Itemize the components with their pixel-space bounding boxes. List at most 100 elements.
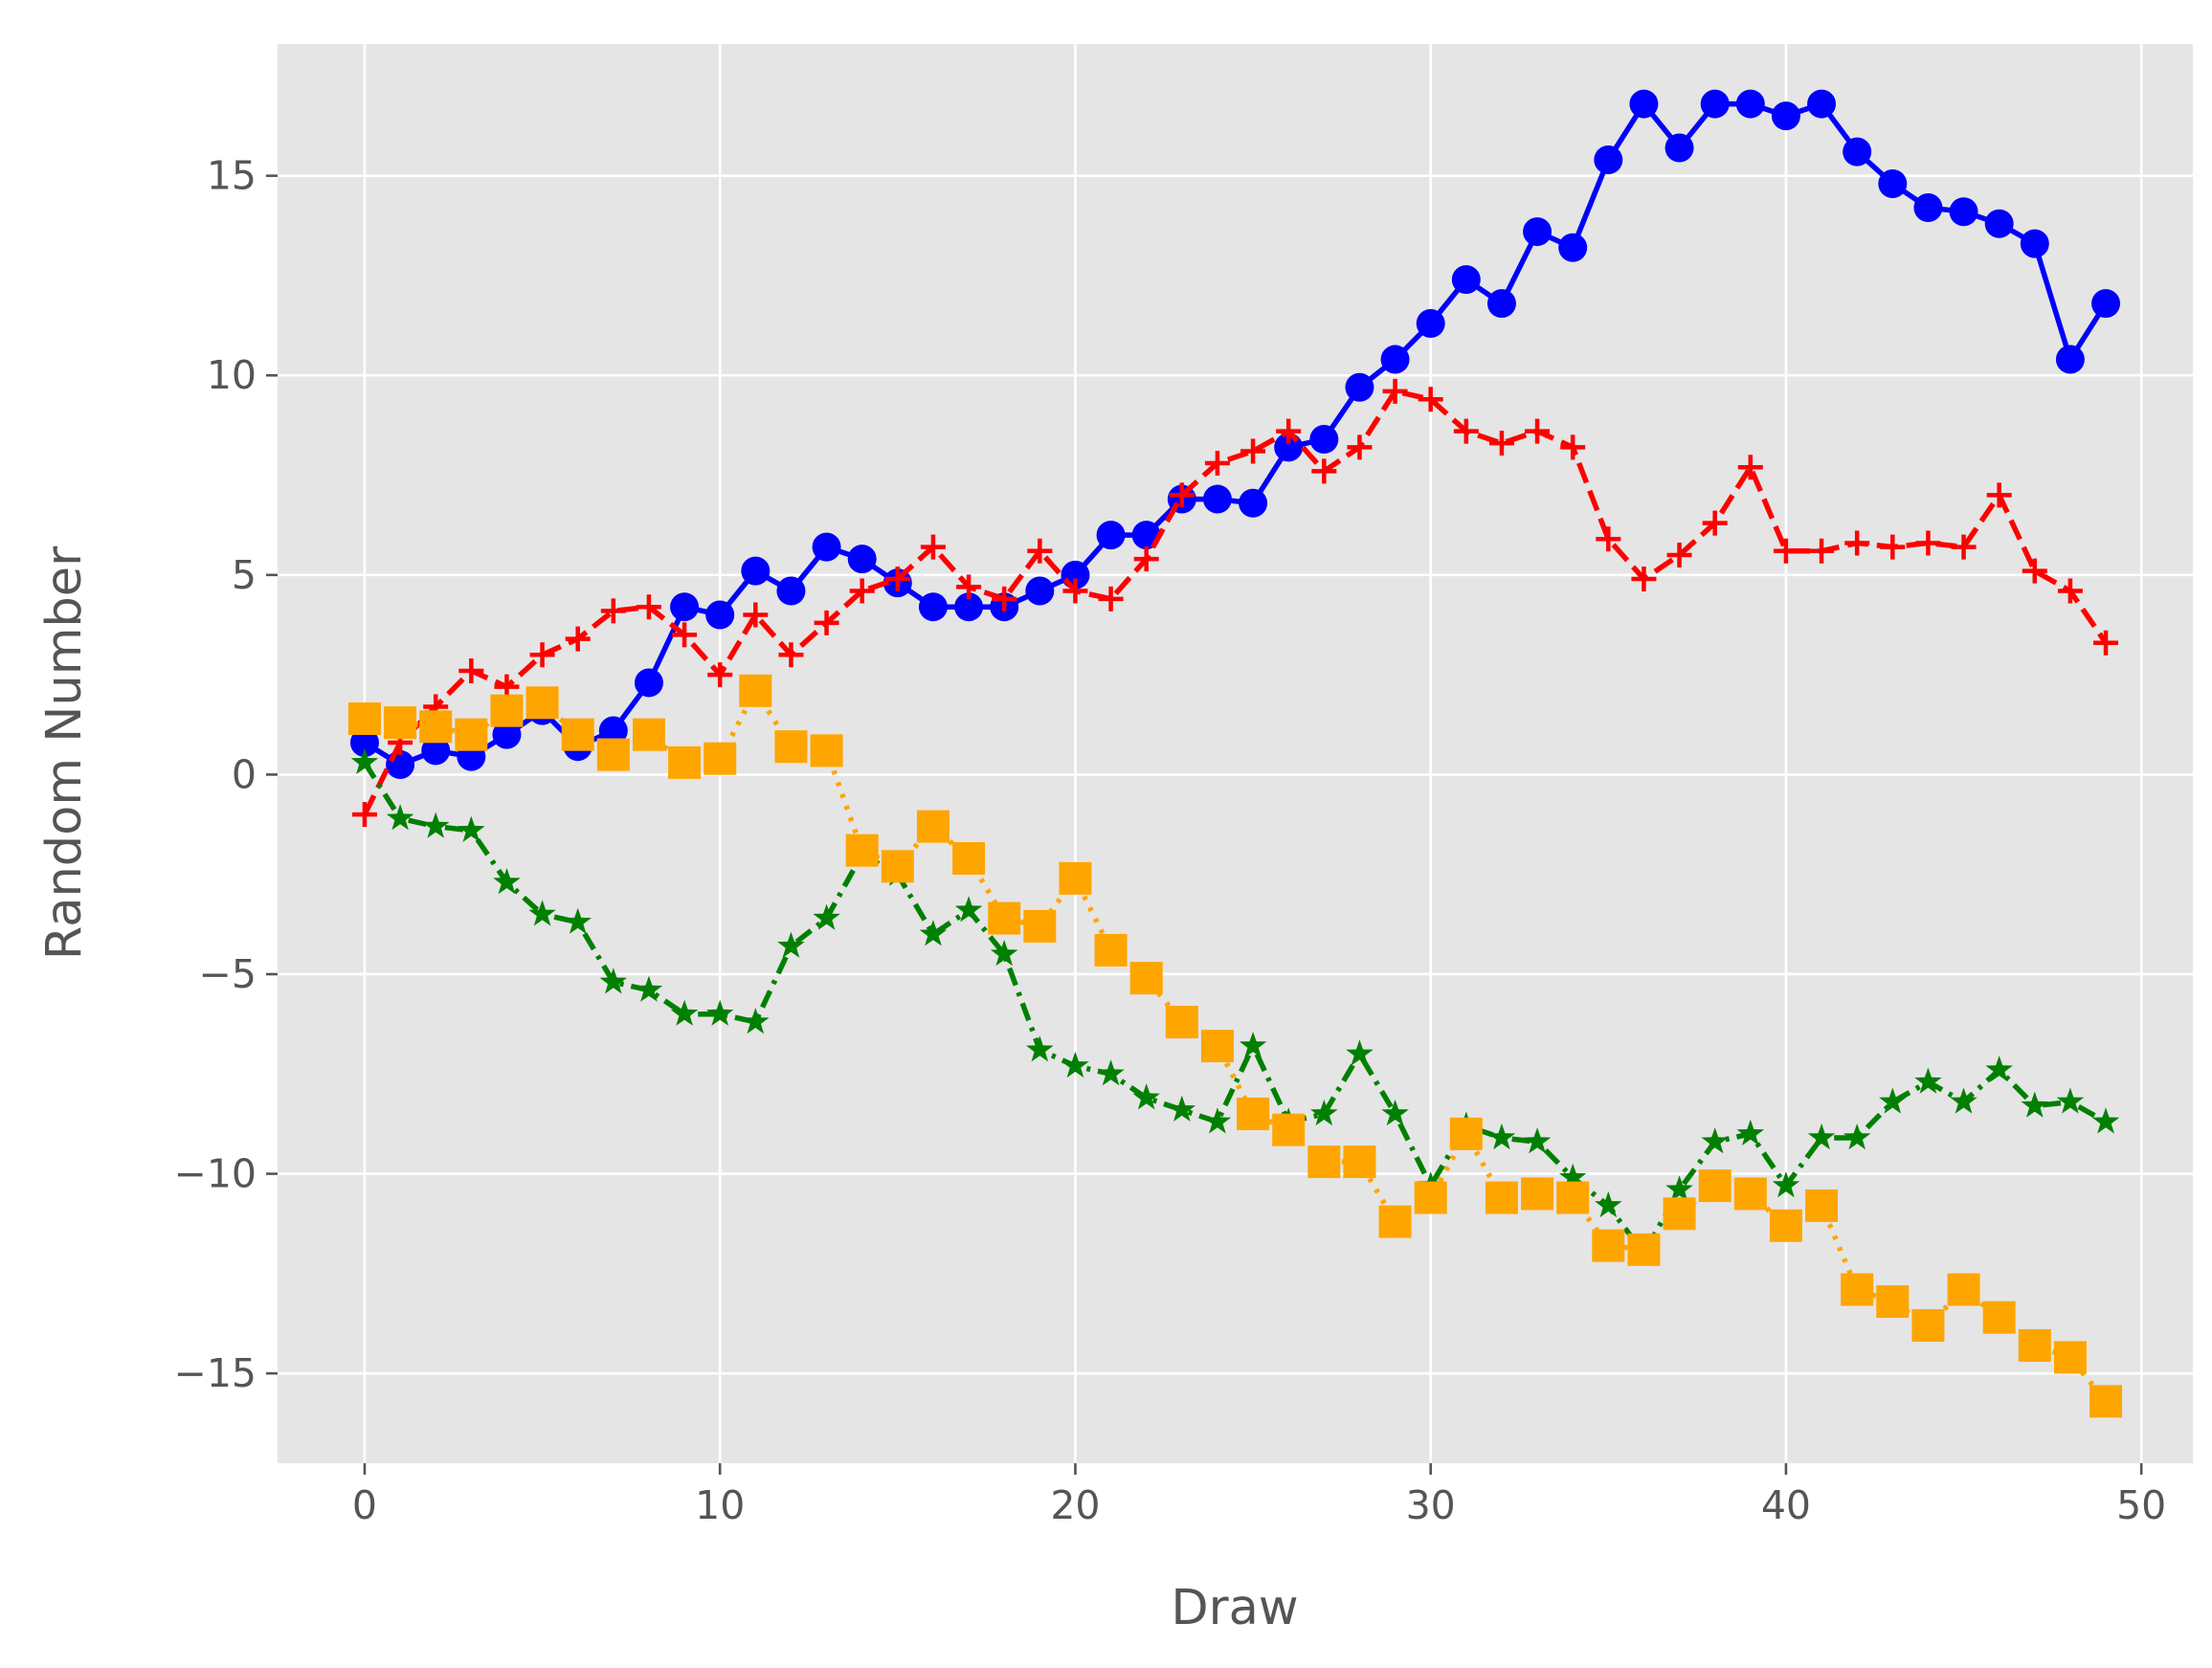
data-point-square [632, 718, 665, 751]
data-point-circle [1807, 89, 1837, 119]
data-point-star [2091, 1107, 2120, 1134]
series-layer [347, 89, 2123, 1418]
data-point-square [455, 718, 488, 751]
data-point-star [777, 931, 805, 958]
data-point-plus [672, 622, 698, 648]
data-point-circle [1202, 484, 1232, 514]
data-point-square [1876, 1285, 1910, 1319]
data-point-square [881, 850, 914, 883]
data-point-circle [1096, 521, 1126, 550]
data-point-square [916, 810, 950, 843]
data-point-star [742, 1008, 770, 1034]
data-point-plus [884, 566, 910, 591]
data-point-square [490, 694, 524, 727]
data-point-plus [1737, 455, 1763, 480]
data-point-circle [1771, 101, 1800, 131]
data-point-plus [565, 626, 591, 652]
data-point-star [705, 999, 734, 1026]
y-axis-label: Random Number [36, 546, 93, 960]
data-point-circle [1523, 217, 1553, 247]
data-point-square [1627, 1233, 1661, 1266]
y-tick-label: −15 [173, 1350, 257, 1396]
y-tick-label: 5 [232, 552, 257, 598]
data-point-plus [1169, 482, 1195, 508]
data-point-star [1950, 1087, 1977, 1114]
data-point-star [1061, 1051, 1089, 1079]
data-point-circle [705, 600, 735, 630]
data-point-square [384, 706, 417, 740]
data-point-circle [1594, 145, 1623, 174]
data-point-square [1414, 1181, 1447, 1214]
x-axis-ticks: 0 10 20 30 40 50 [352, 1463, 2166, 1528]
data-point-plus [1240, 438, 1266, 464]
data-point-star [1239, 1032, 1267, 1058]
data-point-star [1985, 1056, 2013, 1082]
data-point-square [952, 842, 986, 876]
data-point-circle [421, 736, 451, 766]
data-point-star [635, 975, 663, 1002]
data-point-star [564, 907, 592, 934]
data-point-plus [1880, 534, 1906, 560]
data-point-star [1772, 1171, 1800, 1198]
data-point-square [2053, 1341, 2087, 1374]
data-point-plus [600, 598, 626, 624]
data-point-circle [1843, 137, 1872, 167]
series-square [347, 674, 2123, 1418]
data-point-star [1736, 1119, 1765, 1145]
data-point-plus [1133, 546, 1159, 572]
plot-background [278, 44, 2193, 1463]
data-point-circle [1309, 424, 1339, 454]
data-point-circle [1345, 372, 1374, 402]
data-point-square [1521, 1177, 1554, 1211]
data-point-plus [1915, 530, 1941, 556]
data-point-star [1381, 1100, 1409, 1126]
x-axis-label: Draw [1171, 1580, 1298, 1636]
data-point-plus [707, 662, 733, 688]
data-point-circle [1949, 197, 1978, 227]
data-point-square [1663, 1197, 1696, 1231]
data-point-star [493, 868, 521, 895]
data-point-square [1947, 1273, 1980, 1306]
data-point-plus [1204, 451, 1230, 477]
data-point-square [1094, 933, 1128, 967]
data-point-circle [1451, 265, 1481, 295]
data-point-plus [920, 534, 946, 560]
data-point-circle [2091, 289, 2121, 319]
data-point-plus [1986, 482, 2012, 508]
x-tick-label: 40 [1761, 1482, 1811, 1528]
data-point-star [2021, 1091, 2049, 1118]
data-point-circle [1558, 233, 1588, 262]
data-point-plus [636, 594, 661, 620]
data-point-circle [634, 668, 663, 698]
data-point-square [347, 701, 381, 735]
data-point-star [458, 815, 485, 842]
data-point-star [1843, 1123, 1871, 1150]
data-point-plus [2057, 578, 2083, 604]
data-point-square [774, 730, 808, 764]
data-point-circle [2020, 229, 2049, 258]
data-point-star [1807, 1123, 1836, 1150]
data-point-plus [2022, 558, 2047, 584]
data-point-plus [1631, 566, 1657, 591]
y-tick-label: 10 [207, 352, 257, 398]
data-point-star [1595, 1190, 1622, 1218]
data-point-plus [1027, 538, 1053, 564]
data-point-square [1911, 1309, 1945, 1343]
x-tick-label: 20 [1050, 1482, 1100, 1528]
data-point-circle [776, 576, 806, 606]
data-point-circle [1665, 133, 1694, 163]
data-point-star [670, 999, 699, 1026]
data-point-circle [1025, 576, 1055, 606]
data-point-plus [1276, 418, 1302, 444]
data-point-plus [1488, 431, 1514, 456]
y-tick-label: −10 [173, 1151, 257, 1197]
data-point-star [1665, 1175, 1693, 1202]
data-point-circle [847, 545, 877, 574]
data-point-plus [849, 578, 875, 604]
data-point-square [1129, 962, 1163, 995]
data-point-square [1485, 1181, 1518, 1214]
data-point-circle [1629, 89, 1659, 119]
data-point-square [1307, 1145, 1341, 1179]
data-point-plus [1525, 418, 1551, 444]
data-point-circle [1239, 488, 1268, 518]
